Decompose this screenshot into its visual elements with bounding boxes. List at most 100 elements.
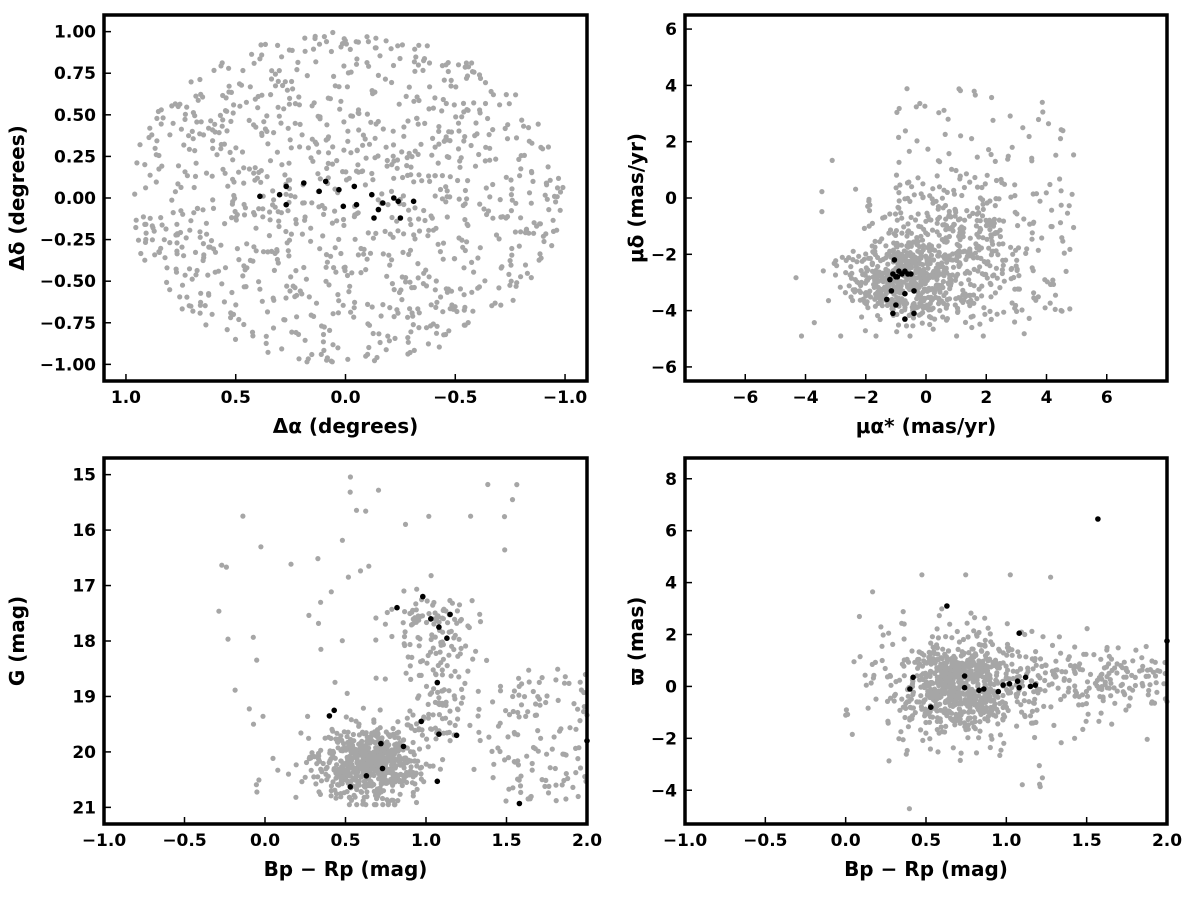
member-star-point xyxy=(907,686,913,692)
field-star-point xyxy=(477,201,483,207)
field-star-point xyxy=(389,79,395,86)
field-star-point xyxy=(1123,707,1129,713)
field-star-point xyxy=(953,296,959,302)
field-star-point xyxy=(416,216,422,222)
field-star-point xyxy=(883,243,889,249)
field-star-point xyxy=(354,802,360,808)
field-star-point xyxy=(898,210,904,216)
field-star-point xyxy=(315,750,322,757)
field-star-point xyxy=(407,247,414,253)
field-star-point xyxy=(507,282,513,288)
field-star-point xyxy=(318,778,325,784)
field-star-point xyxy=(436,712,442,718)
field-star-point xyxy=(1144,736,1150,742)
field-star-point xyxy=(152,252,158,258)
field-star-point xyxy=(985,673,992,679)
field-star-point xyxy=(186,146,192,152)
field-star-point xyxy=(292,120,298,126)
field-star-point xyxy=(321,34,327,40)
field-star-point xyxy=(549,243,555,249)
field-star-point xyxy=(984,275,990,281)
field-star-point xyxy=(1126,703,1132,709)
field-star-point xyxy=(271,267,277,273)
y-tick-label: 0 xyxy=(665,189,677,209)
field-star-point xyxy=(997,234,1004,240)
field-star-point xyxy=(256,777,262,783)
field-star-point xyxy=(1004,621,1010,627)
field-star-point xyxy=(341,63,347,69)
field-star-point xyxy=(379,795,386,802)
field-star-point xyxy=(1104,674,1110,680)
field-star-point xyxy=(430,712,436,718)
field-star-point xyxy=(878,624,884,630)
field-star-point xyxy=(348,717,354,723)
field-star-point xyxy=(376,331,382,337)
field-star-point xyxy=(509,245,515,252)
field-star-point xyxy=(413,607,419,613)
field-star-point xyxy=(343,41,349,47)
field-star-point xyxy=(366,63,372,69)
field-star-point xyxy=(896,159,902,165)
field-star-point xyxy=(402,609,408,615)
field-star-point xyxy=(354,773,360,779)
field-star-point xyxy=(460,695,466,701)
field-star-point xyxy=(361,251,367,257)
field-star-point xyxy=(282,79,288,85)
field-star-point xyxy=(936,249,942,255)
field-star-point xyxy=(425,701,431,708)
field-star-point xyxy=(387,767,393,773)
field-star-point xyxy=(282,172,288,178)
field-star-point xyxy=(216,130,222,136)
field-star-point xyxy=(517,783,524,789)
field-star-point xyxy=(982,662,989,669)
field-star-point xyxy=(956,686,962,692)
field-star-point xyxy=(927,651,934,657)
field-star-point xyxy=(204,231,210,237)
field-star-point xyxy=(265,249,271,255)
field-star-point xyxy=(979,213,986,219)
field-star-point xyxy=(522,262,529,268)
field-star-point xyxy=(236,169,242,175)
field-star-point xyxy=(947,253,953,259)
field-star-point xyxy=(502,125,508,132)
field-star-point xyxy=(422,120,428,126)
field-star-point xyxy=(224,108,230,114)
field-star-point xyxy=(464,239,470,245)
field-star-point xyxy=(877,316,883,323)
field-star-point xyxy=(432,173,438,179)
field-star-point xyxy=(921,266,927,272)
field-star-point xyxy=(306,735,312,741)
field-star-point xyxy=(896,198,902,204)
field-star-point xyxy=(367,761,374,767)
field-star-point xyxy=(252,96,258,102)
field-star-point xyxy=(1033,191,1040,197)
field-star-point xyxy=(1051,722,1057,729)
field-star-point xyxy=(1000,218,1007,224)
field-star-point xyxy=(477,611,483,617)
field-star-point xyxy=(348,150,354,156)
field-star-point xyxy=(370,177,376,183)
field-star-point xyxy=(149,223,155,229)
field-star-point xyxy=(950,228,956,234)
field-star-point xyxy=(573,726,579,732)
field-star-point xyxy=(993,177,1000,184)
field-star-point xyxy=(902,714,908,721)
field-star-point xyxy=(438,642,444,648)
field-star-point xyxy=(935,651,941,657)
member-star-point xyxy=(283,183,290,190)
field-star-point xyxy=(434,299,440,305)
field-star-point xyxy=(506,786,512,792)
field-star-point xyxy=(143,230,149,236)
field-star-point xyxy=(465,64,472,70)
field-star-point xyxy=(222,170,228,176)
field-star-point xyxy=(461,292,467,298)
field-star-point xyxy=(946,151,952,157)
field-star-point xyxy=(425,233,431,239)
field-star-point xyxy=(301,264,307,271)
field-star-point xyxy=(306,294,312,300)
field-star-point xyxy=(510,297,516,303)
field-star-point xyxy=(167,240,173,246)
field-star-point xyxy=(919,706,925,712)
field-star-point xyxy=(323,264,329,270)
field-star-point xyxy=(966,213,973,219)
